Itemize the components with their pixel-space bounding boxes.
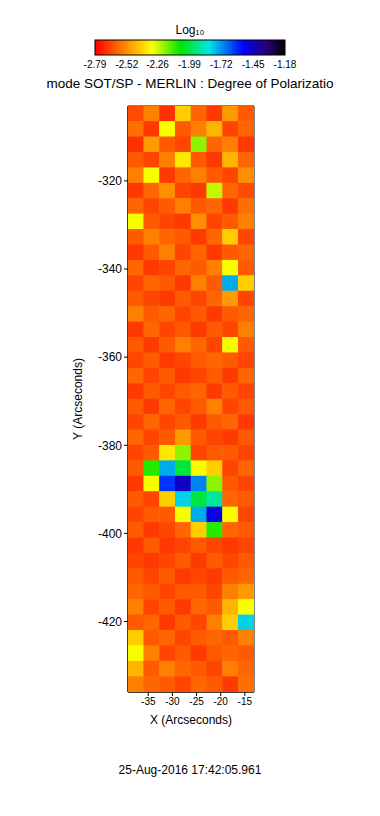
svg-text:-1.18: -1.18 (274, 59, 297, 70)
svg-text:-360: -360 (98, 350, 122, 364)
svg-text:-2.26: -2.26 (146, 59, 169, 70)
svg-text:-1.45: -1.45 (242, 59, 265, 70)
svg-text:mode SOT/SP - MERLIN : Degree: mode SOT/SP - MERLIN : Degree of Polariz… (46, 76, 333, 91)
svg-text:-380: -380 (98, 439, 122, 453)
svg-text:-2.79: -2.79 (84, 59, 107, 70)
svg-text:-25: -25 (189, 696, 204, 707)
svg-text:-15: -15 (238, 696, 253, 707)
svg-text:X (Arcseconds): X (Arcseconds) (150, 713, 232, 727)
svg-text:-35: -35 (141, 696, 156, 707)
svg-text:Log₁₀: Log₁₀ (175, 23, 204, 37)
svg-text:25-Aug-2016 17:42:05.961: 25-Aug-2016 17:42:05.961 (119, 763, 262, 777)
svg-text:-400: -400 (98, 527, 122, 541)
svg-text:-30: -30 (165, 696, 180, 707)
svg-text:-320: -320 (98, 174, 122, 188)
svg-text:-1.72: -1.72 (210, 59, 233, 70)
svg-text:-20: -20 (213, 696, 228, 707)
svg-text:-420: -420 (98, 615, 122, 629)
svg-text:-340: -340 (98, 262, 122, 276)
svg-text:-1.99: -1.99 (178, 59, 201, 70)
svg-text:Y (Arcseconds): Y (Arcseconds) (71, 358, 85, 440)
svg-text:-2.52: -2.52 (115, 59, 138, 70)
